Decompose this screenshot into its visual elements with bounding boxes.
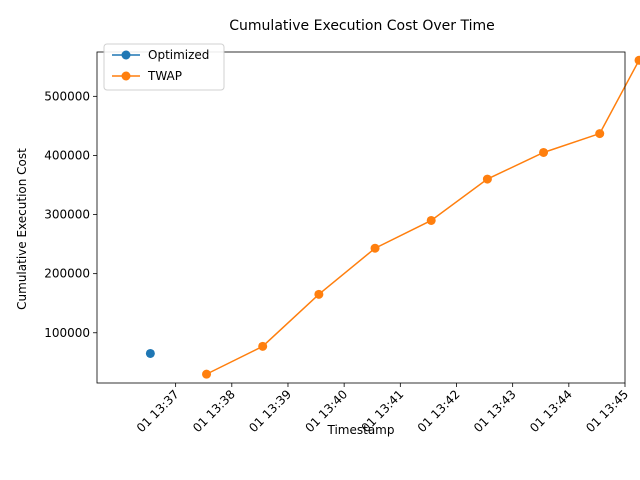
- data-point-twap: [539, 148, 548, 157]
- y-tick-label: 300000: [44, 208, 90, 222]
- data-point-twap: [427, 216, 436, 225]
- y-tick-label: 400000: [44, 148, 90, 162]
- y-tick-label: 100000: [44, 326, 90, 340]
- legend-marker-twap: [122, 72, 131, 81]
- chart-title: Cumulative Execution Cost Over Time: [229, 18, 494, 34]
- data-point-twap: [595, 129, 604, 138]
- legend-marker-optimized: [122, 51, 131, 60]
- data-point-twap: [202, 370, 211, 379]
- legend-label-twap: TWAP: [147, 69, 182, 83]
- data-point-twap: [483, 175, 492, 184]
- y-axis-label: Cumulative Execution Cost: [15, 148, 29, 310]
- data-point-twap: [258, 342, 267, 351]
- legend: Optimized TWAP: [104, 44, 224, 90]
- x-axis-label: Timestamp: [327, 423, 395, 437]
- y-tick-label: 500000: [44, 89, 90, 103]
- data-point-optimized: [146, 349, 155, 358]
- data-point-twap: [314, 290, 323, 299]
- legend-label-optimized: Optimized: [148, 48, 209, 62]
- data-point-twap: [371, 244, 380, 253]
- y-tick-label: 200000: [44, 267, 90, 281]
